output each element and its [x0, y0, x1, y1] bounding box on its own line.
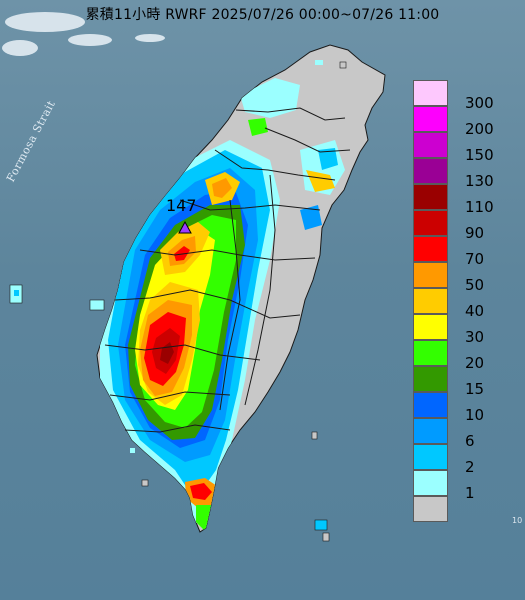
legend-swatch — [413, 80, 448, 106]
legend-swatch — [413, 132, 448, 158]
legend-label: 110 — [465, 198, 494, 216]
legend: 30020015013011090705040302015106211 — [413, 80, 523, 570]
legend-swatch — [413, 496, 448, 522]
max-marker-icon — [178, 220, 192, 234]
legend-swatch — [413, 288, 448, 314]
legend-label: 15 — [465, 380, 485, 398]
legend-label: 50 — [465, 276, 485, 294]
legend-label: 40 — [465, 302, 485, 320]
legend-row: 15 — [413, 366, 523, 397]
legend-label: 30 — [465, 328, 485, 346]
legend-label: 300 — [465, 94, 494, 112]
county-borders — [104, 107, 351, 433]
max-value-label: 147 — [166, 196, 197, 215]
legend-swatch — [413, 470, 448, 496]
legend-row: 20 — [413, 340, 523, 371]
cloud-overlay — [2, 12, 165, 56]
rainfall-field — [100, 78, 345, 530]
legend-swatch — [413, 210, 448, 236]
legend-label: 20 — [465, 354, 485, 372]
legend-label: 2 — [465, 458, 475, 476]
legend-row: 130 — [413, 158, 523, 189]
legend-row: 40 — [413, 288, 523, 319]
legend-label: 200 — [465, 120, 494, 138]
legend-swatch — [413, 236, 448, 262]
legend-swatch — [413, 340, 448, 366]
legend-label: 70 — [465, 250, 485, 268]
legend-swatch — [413, 106, 448, 132]
legend-swatch — [413, 184, 448, 210]
legend-swatch — [413, 418, 448, 444]
legend-row: 10 — [413, 392, 523, 423]
legend-label: 130 — [465, 172, 494, 190]
legend-row: 200 — [413, 106, 523, 137]
legend-label: 10 — [465, 406, 485, 424]
legend-row: 6 — [413, 418, 523, 449]
legend-row: 30 — [413, 314, 523, 345]
legend-swatch — [413, 262, 448, 288]
legend-row: 300 — [413, 80, 523, 111]
legend-label: 6 — [465, 432, 475, 450]
legend-swatch — [413, 158, 448, 184]
legend-row — [413, 496, 523, 522]
legend-swatch — [413, 444, 448, 470]
legend-swatch — [413, 314, 448, 340]
legend-swatch — [413, 392, 448, 418]
legend-swatch — [413, 366, 448, 392]
legend-row: 70 — [413, 236, 523, 267]
legend-row: 150 — [413, 132, 523, 163]
offshore-islands — [9, 60, 347, 542]
legend-label: 90 — [465, 224, 485, 242]
corner-mark: 10 — [512, 516, 523, 525]
legend-row: 50 — [413, 262, 523, 293]
legend-row: 2 — [413, 444, 523, 475]
map-title: 累積11小時 RWRF 2025/07/26 00:00~07/26 11:00 — [85, 7, 440, 23]
legend-row: 90 — [413, 210, 523, 241]
legend-label: 150 — [465, 146, 494, 164]
legend-row: 110 — [413, 184, 523, 215]
legend-row: 1 — [413, 470, 523, 501]
legend-label: 1 — [465, 484, 475, 502]
